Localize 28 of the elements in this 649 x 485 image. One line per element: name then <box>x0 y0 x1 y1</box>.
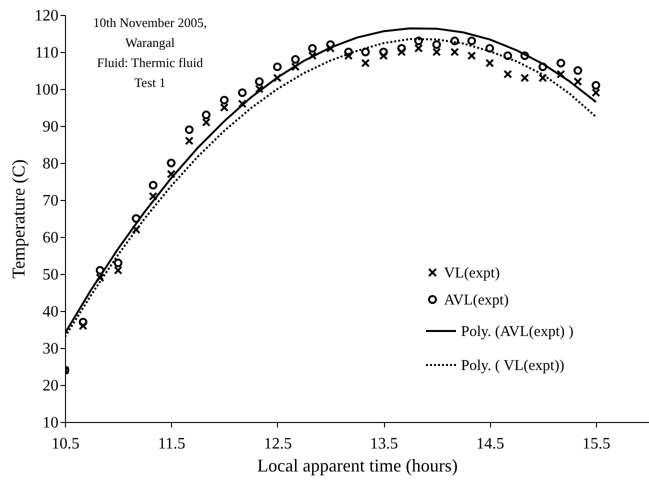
x-tick-label: 14.5 <box>476 436 504 452</box>
y-tick-label: 110 <box>35 44 58 62</box>
y-tick-label: 10 <box>42 414 58 432</box>
legend-label: VL(expt) <box>444 266 500 282</box>
y-axis-title: Temperature (C) <box>8 159 28 279</box>
legend-label: AVL(expt) <box>444 292 509 308</box>
x-axis-title: Local apparent time (hours) <box>257 456 458 476</box>
x-tick-label: 10.5 <box>52 436 80 452</box>
x-tick-label: 15.5 <box>582 436 610 452</box>
x-tick-label: 13.5 <box>370 436 398 452</box>
y-tick-label: 90 <box>42 118 58 136</box>
x-tick-label: 12.5 <box>264 436 292 452</box>
x-tick-label: 11.5 <box>158 436 186 452</box>
y-tick-label: 60 <box>42 230 58 246</box>
y-tick-label: 120 <box>34 8 58 24</box>
y-tick-label: 70 <box>42 192 58 210</box>
y-tick-label: 50 <box>42 266 58 284</box>
legend-label: Poly. ( VL(expt)) <box>461 358 564 374</box>
annotation: Test 1 <box>134 75 166 90</box>
y-tick-label: 30 <box>42 340 58 358</box>
y-tick-label: 80 <box>42 156 58 172</box>
annotation: 10th November 2005, <box>93 15 207 30</box>
y-tick-label: 40 <box>42 304 58 320</box>
legend-label: Poly. (AVL(expt) ) <box>461 324 574 340</box>
y-tick-label: 100 <box>34 82 58 98</box>
annotation: Fluid: Thermic fluid <box>97 55 204 70</box>
y-tick-label: 20 <box>42 378 58 394</box>
annotation: Warangal <box>125 35 176 50</box>
